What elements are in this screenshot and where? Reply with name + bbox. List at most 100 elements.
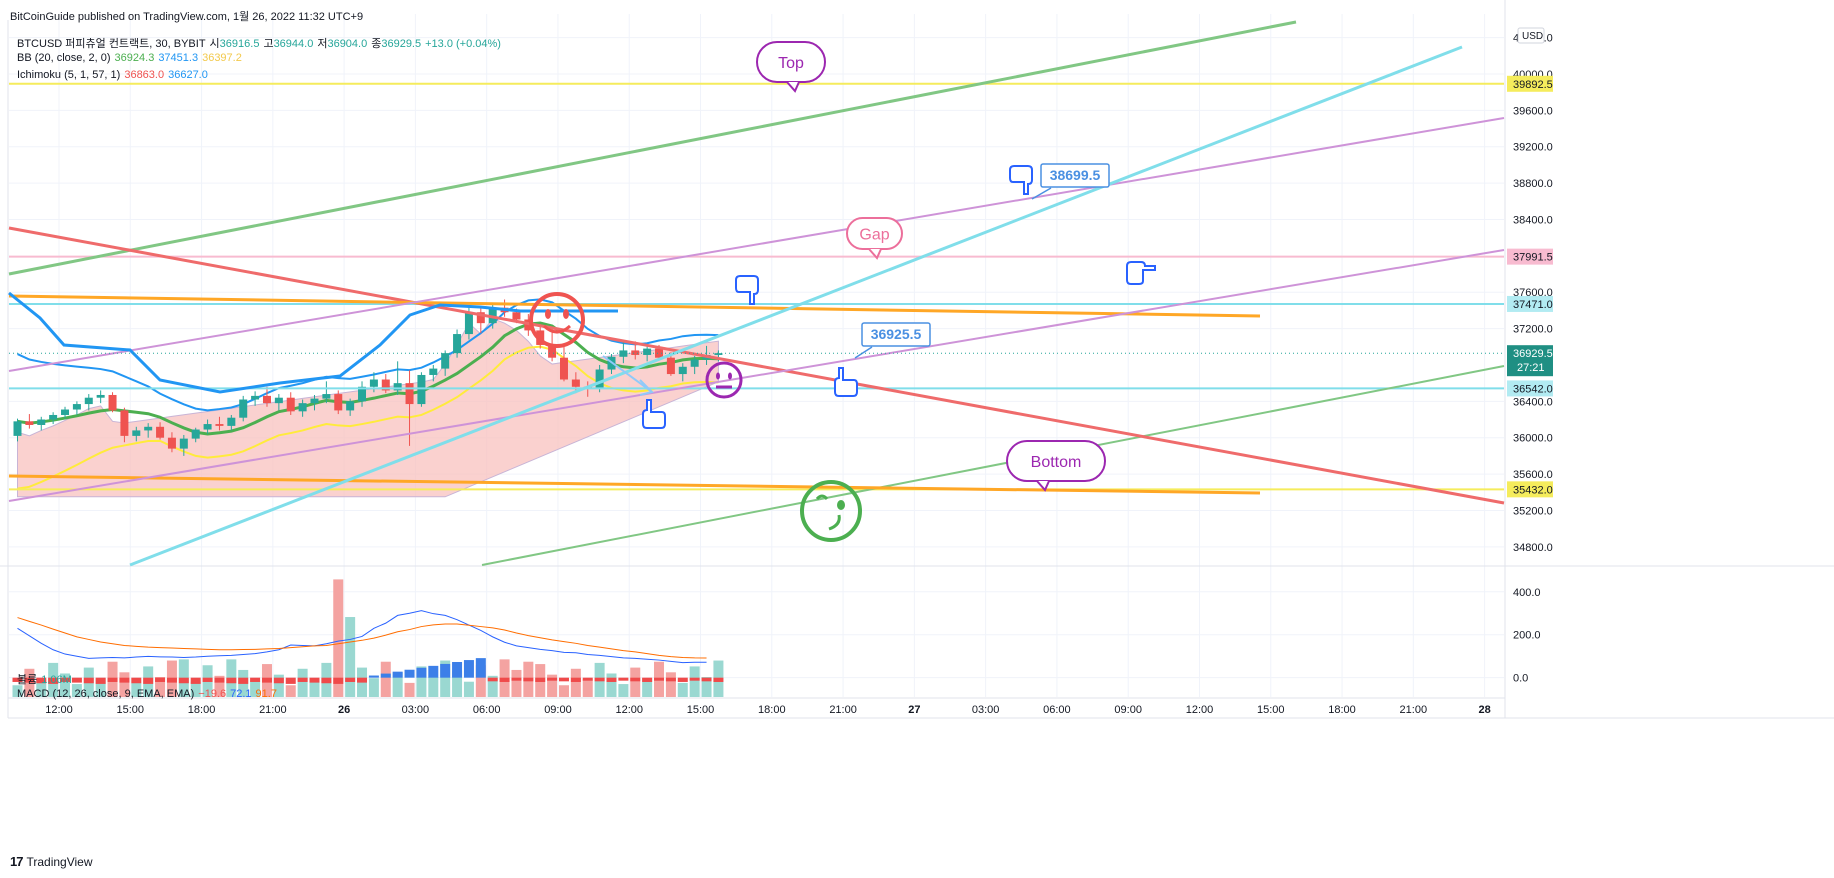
price-note-36925-box (861, 322, 931, 347)
candle (251, 391, 260, 406)
price-level-tag-bg (1507, 380, 1553, 397)
macd-hist-bar (24, 677, 35, 683)
tradingview-watermark[interactable]: 17 TradingView (10, 854, 93, 869)
legend-change: +13.0 (+0.04%) (425, 38, 501, 50)
macd-signal-value: 91.7 (255, 688, 277, 700)
current-price-tag-bg (1507, 345, 1553, 377)
volume-bar (190, 681, 201, 697)
legend-bb[interactable]: BB (20, close, 2, 0) 36924.3 37451.3 36397.… (17, 52, 246, 64)
hand-down-icon (1009, 165, 1033, 195)
volume-bar (273, 674, 284, 697)
macd-line-value: 72.1 (230, 688, 252, 700)
volume-bar (392, 672, 403, 697)
candle-body (120, 410, 129, 436)
ichimoku-b-value: 36627.0 (168, 69, 208, 81)
macd-hist-bar (606, 677, 617, 682)
macd-hist-bar (190, 677, 201, 684)
candle-body (571, 379, 580, 387)
macd-hist-bar (166, 677, 177, 683)
volume-bar (452, 671, 463, 697)
volume-bar (606, 673, 617, 697)
price-level-tag-bg (1507, 75, 1553, 92)
macd-hist-bar (404, 669, 415, 678)
candle-body (476, 312, 485, 324)
candle-body (655, 348, 664, 358)
drawings (8, 20, 1505, 567)
macd-hist-bar (321, 677, 332, 684)
macd-hist-bar (178, 677, 189, 684)
bottom-callout-text: Bottom (1031, 454, 1082, 471)
candle-body (108, 394, 117, 411)
volume-bar (285, 685, 296, 697)
price-level-tag-text: 37991.5 (1513, 252, 1553, 264)
volume-bar (558, 685, 569, 697)
candle (239, 395, 248, 422)
candle-body (227, 417, 236, 426)
macd-hist-bar (701, 677, 712, 682)
time-axis: 12:00 15:00 18:00 21:00 26 03:00 06:00 09:00 12:… (45, 704, 1490, 716)
neutral-face-icon (705, 361, 743, 399)
time-tick-label: 18:00 (188, 704, 216, 716)
sad-face-icon (800, 480, 862, 542)
price-tick-label: 35200.0 (1513, 505, 1553, 517)
volume-bar (71, 684, 82, 697)
price-level-tag: 39892.5 (1507, 75, 1553, 92)
macd-hist-bar (214, 677, 225, 683)
bottom-callout: Bottom (1006, 440, 1106, 492)
red-downtrend-line (8, 226, 1505, 505)
candle-body (25, 421, 34, 425)
currency-badge-box (1517, 27, 1545, 44)
price-tick-label: 36000.0 (1513, 433, 1553, 445)
candle-body (215, 424, 224, 426)
macd-histogram (12, 658, 724, 684)
macd-hist-bar (511, 677, 522, 681)
time-tick-label: 15:00 (687, 704, 715, 716)
macd-hist-bar (71, 677, 82, 683)
hand-up-icon-glyph (642, 399, 666, 429)
macd-hist-bar (499, 677, 510, 682)
macd-hist-bar (238, 677, 249, 684)
candle (690, 355, 699, 375)
green-channel-lower (481, 365, 1505, 566)
candle-body (262, 395, 271, 404)
candle (381, 374, 390, 394)
legend-macd[interactable]: MACD (12, 26, close, 9, EMA, EMA) −19.6 72… (17, 688, 281, 700)
macd-hist-bar (594, 677, 605, 682)
candle (429, 364, 438, 382)
candle (61, 406, 70, 419)
macd-hist-bar (689, 677, 700, 681)
macd-hist-bar (535, 677, 546, 682)
price-level-tag-text: 39892.5 (1513, 79, 1553, 91)
top-callout-text: Top (778, 55, 804, 72)
macd-hist-bar (131, 677, 142, 684)
sad-face-icon-eye (815, 494, 829, 501)
candle-body (666, 357, 675, 375)
price-note-38699-pointer (1031, 187, 1052, 200)
volume-bar (511, 669, 522, 697)
candle (215, 416, 224, 431)
volume-bar (297, 668, 308, 697)
legend-ohlc[interactable]: BTCUSD 퍼피츄얼 컨트랙트, 30, BYBIT 시36916.5 고3694… (17, 35, 505, 51)
top-callout-tail (786, 81, 800, 93)
macd-hist-bar (463, 660, 474, 678)
legend-volume[interactable]: 볼륨 1.06M (17, 671, 76, 687)
bar-countdown: 27:21 (1517, 362, 1545, 374)
candle-body (548, 344, 557, 358)
candle (227, 414, 236, 431)
grid-lines (9, 14, 1504, 697)
macd-tick-label: 200.0 (1513, 630, 1541, 642)
legend-symbol[interactable]: BTCUSD 퍼피츄얼 컨트랙트, 30, BYBIT (17, 38, 206, 50)
macd-signal-line (17, 617, 707, 659)
legend-ichimoku[interactable]: Ichimoku (5, 1, 57, 1) 36863.0 36627.0 (17, 69, 212, 81)
candle-body (49, 414, 58, 420)
gap-callout-text: Gap (859, 227, 889, 244)
macd-hist-bar (345, 677, 356, 682)
macd-hist-bar (475, 658, 486, 678)
bb-middle-line (17, 321, 719, 436)
time-tick-label: 21:00 (829, 704, 857, 716)
time-tick-label: 15:00 (117, 704, 145, 716)
hand-right-icon-glyph (1126, 261, 1156, 285)
candle (310, 394, 319, 411)
volume-bar (642, 678, 653, 697)
